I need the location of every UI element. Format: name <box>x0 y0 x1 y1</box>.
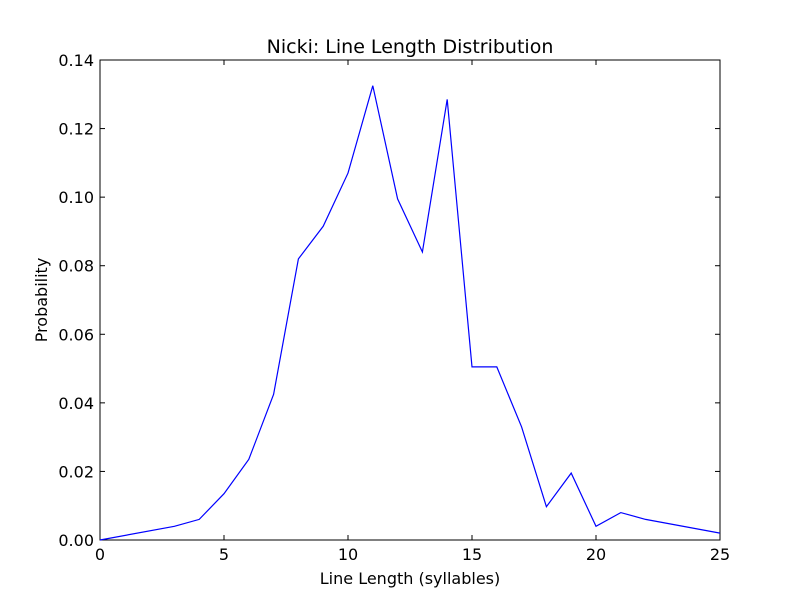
y-ticks: 0.00 0.02 0.04 0.06 0.08 0.10 0.12 0.14 <box>58 51 720 550</box>
plot-frame <box>99 59 721 541</box>
y-tick-label: 0.10 <box>58 188 94 207</box>
chart-title: Nicki: Line Length Distribution <box>267 36 554 58</box>
y-axis-label: Probability <box>32 258 51 343</box>
x-tick-label: 5 <box>219 545 229 564</box>
x-tick-label: 25 <box>710 545 730 564</box>
x-tick-label: 10 <box>338 545 358 564</box>
series-lines <box>99 85 721 541</box>
x-tick-label: 15 <box>462 545 482 564</box>
series-line <box>99 85 721 541</box>
x-tick-label: 0 <box>95 545 105 564</box>
y-tick-label: 0.02 <box>58 462 94 481</box>
y-tick-label: 0.00 <box>58 531 94 550</box>
y-tick-label: 0.06 <box>58 325 94 344</box>
x-axis-label: Line Length (syllables) <box>320 569 500 588</box>
y-tick-label: 0.14 <box>58 51 94 70</box>
y-tick-label: 0.12 <box>58 120 94 139</box>
x-ticks: 0 5 10 15 20 25 <box>95 60 730 564</box>
x-tick-label: 20 <box>586 545 606 564</box>
y-tick-label: 0.04 <box>58 394 94 413</box>
y-tick-label: 0.08 <box>58 257 94 276</box>
